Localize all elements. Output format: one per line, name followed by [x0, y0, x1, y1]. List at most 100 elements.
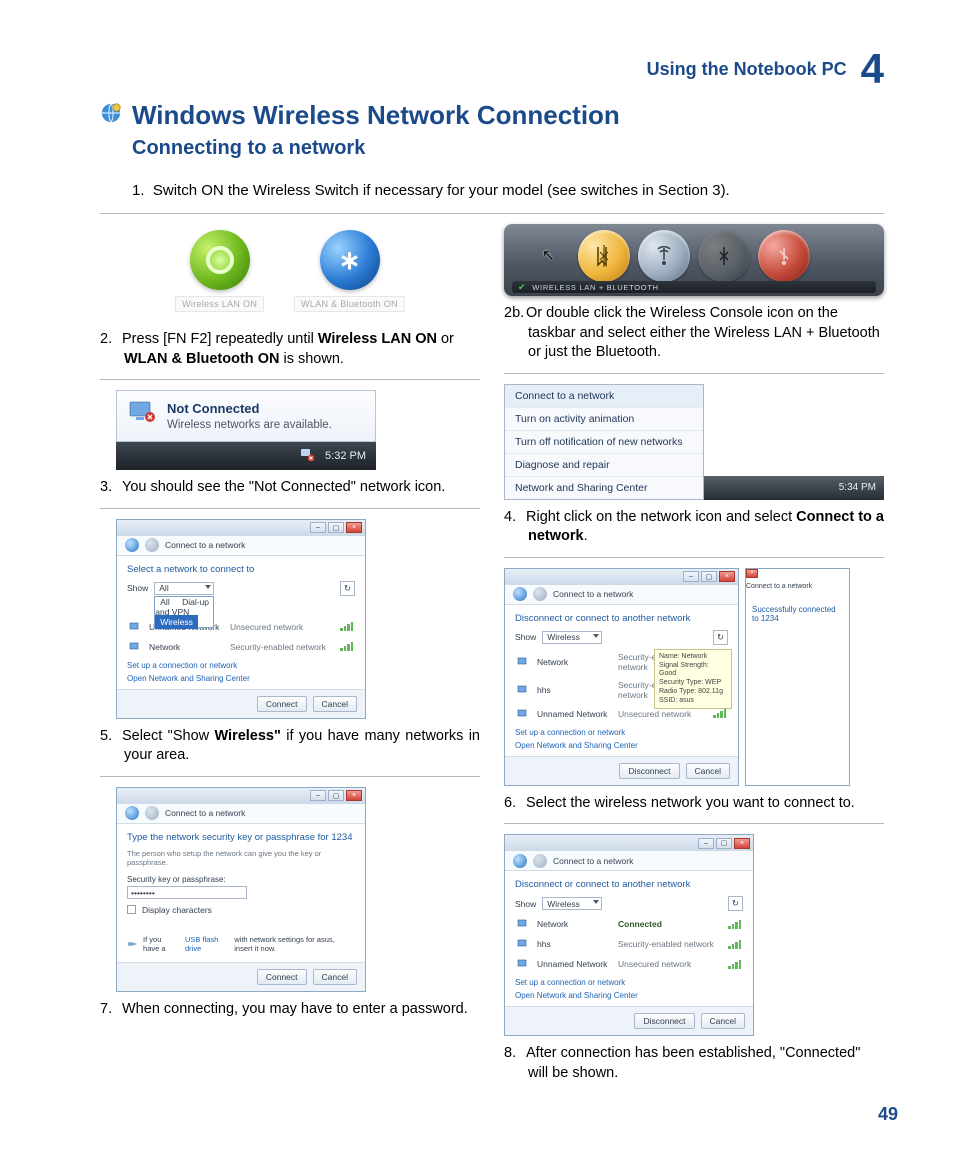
setup-link[interactable]: Set up a connection or network — [515, 728, 728, 737]
divider — [504, 823, 884, 824]
divider — [100, 508, 480, 509]
step-3: 3.You should see the "Not Connected" net… — [100, 478, 480, 498]
osd-wlan-icon[interactable] — [638, 230, 690, 282]
maximize-button[interactable]: ▢ — [328, 522, 344, 533]
menu-item[interactable]: Turn off notification of new networks — [505, 431, 703, 454]
close-button[interactable]: × — [734, 838, 750, 849]
taskbar-time: 5:32 PM — [325, 450, 366, 462]
step-6-graphic: –▢× Connect to a network Disconnect or c… — [504, 568, 884, 786]
wlan-bt-on-badge: ∗ WLAN & Bluetooth ON — [294, 230, 405, 312]
disconnect-button[interactable]: Disconnect — [619, 763, 679, 779]
display-chars-checkbox[interactable] — [127, 905, 136, 914]
section-title: Using the Notebook PC — [647, 59, 847, 80]
step-2b: 2b.Or double click the Wireless Console … — [504, 304, 884, 363]
maximize-button[interactable]: ▢ — [328, 790, 344, 801]
back-icon[interactable] — [513, 854, 527, 868]
sharing-center-link[interactable]: Open Network and Sharing Center — [515, 741, 728, 750]
back-icon[interactable] — [125, 538, 139, 552]
menu-item[interactable]: Turn on activity animation — [505, 408, 703, 431]
tooltip-title: Not Connected — [167, 401, 332, 416]
connect-button[interactable]: Connect — [257, 696, 307, 712]
maximize-button[interactable]: ▢ — [716, 838, 732, 849]
bluetooth-icon: ∗ — [320, 230, 380, 290]
network-tray-icon[interactable] — [300, 447, 315, 465]
step-2-graphic: Wireless LAN ON ∗ WLAN & Bluetooth ON — [100, 224, 480, 322]
step-8-dialog: –▢× Connect to a network Disconnect or c… — [504, 834, 754, 1036]
step-1-text: Switch ON the Wireless Switch if necessa… — [153, 182, 730, 199]
refresh-icon[interactable]: ↻ — [728, 896, 743, 911]
taskbar: 5:32 PM — [116, 442, 376, 470]
osd-off-icon[interactable] — [758, 230, 810, 282]
cursor-icon: ↖ — [542, 246, 555, 264]
close-button[interactable]: × — [746, 569, 758, 578]
sharing-center-link[interactable]: Open Network and Sharing Center — [127, 674, 355, 683]
not-connected-tooltip: Not Connected Wireless networks are avai… — [116, 390, 376, 442]
disconnect-button[interactable]: Disconnect — [634, 1013, 694, 1029]
left-column: Wireless LAN ON ∗ WLAN & Bluetooth ON 2.… — [100, 224, 480, 1094]
wifi-icon — [190, 230, 250, 290]
step-7-dialog: –▢× Connect to a network Type the networ… — [116, 787, 366, 992]
dialog-subtext: The person who setup the network can giv… — [127, 849, 355, 867]
forward-icon[interactable] — [145, 806, 159, 820]
divider — [100, 776, 480, 777]
close-button[interactable]: × — [346, 790, 362, 801]
passphrase-label: Security key or passphrase: — [127, 875, 355, 884]
right-column: ↖ ✔WIRELESS LAN + BLUETOOTH 2b.Or double… — [504, 224, 884, 1094]
page-subtitle: Connecting to a network — [132, 137, 884, 160]
osd-wlan-bt-icon[interactable] — [578, 230, 630, 282]
forward-icon[interactable] — [145, 538, 159, 552]
maximize-button[interactable]: ▢ — [701, 571, 717, 582]
setup-link[interactable]: Set up a connection or network — [515, 978, 743, 987]
step-4-graphic: Connect to a network Turn on activity an… — [504, 384, 884, 500]
passphrase-input[interactable]: •••••••• — [127, 886, 247, 899]
show-dropdown[interactable]: Wireless — [542, 631, 602, 644]
divider — [504, 373, 884, 374]
connect-button[interactable]: Connect — [257, 969, 307, 985]
titlebar: – ▢ × — [117, 520, 365, 536]
minimize-button[interactable]: – — [698, 838, 714, 849]
refresh-icon[interactable]: ↻ — [340, 581, 355, 596]
minimize-button[interactable]: – — [310, 790, 326, 801]
success-msg: Successfully connected to 1234 — [752, 605, 836, 623]
cancel-button[interactable]: Cancel — [701, 1013, 745, 1029]
cancel-button[interactable]: Cancel — [313, 696, 357, 712]
close-button[interactable]: × — [346, 522, 362, 533]
dialog-heading: Disconnect or connect to another network — [515, 613, 728, 624]
page-header: Using the Notebook PC 4 — [100, 48, 884, 90]
network-row[interactable]: Unnamed NetworkUnsecured network — [515, 954, 743, 974]
check-icon: ✔ — [518, 282, 526, 293]
step-8: 8.After connection has been established,… — [504, 1044, 884, 1083]
menu-item[interactable]: Diagnose and repair — [505, 454, 703, 477]
dialog-heading: Disconnect or connect to another network — [515, 879, 743, 890]
cancel-button[interactable]: Cancel — [313, 969, 357, 985]
network-row[interactable]: Network Security-enabled network — [127, 637, 355, 657]
dialog-heading: Type the network security key or passphr… — [127, 832, 355, 843]
step-3-graphic: Not Connected Wireless networks are avai… — [116, 390, 376, 470]
minimize-button[interactable]: – — [310, 522, 326, 533]
dialog-heading: Select a network to connect to — [127, 564, 355, 575]
osd-bt-icon[interactable] — [698, 230, 750, 282]
setup-link[interactable]: Set up a connection or network — [127, 661, 355, 670]
show-dropdown[interactable]: Wireless — [542, 897, 602, 910]
dropdown-item[interactable]: Wireless — [155, 615, 198, 629]
menu-item[interactable]: Network and Sharing Center — [505, 477, 703, 499]
minimize-button[interactable]: – — [683, 571, 699, 582]
sharing-center-link[interactable]: Open Network and Sharing Center — [515, 991, 743, 1000]
close-button[interactable]: × — [719, 571, 735, 582]
back-icon[interactable] — [513, 587, 527, 601]
refresh-icon[interactable]: ↻ — [713, 630, 728, 645]
usb-link[interactable]: USB flash drive — [185, 935, 228, 953]
step-1: 1. Switch ON the Wireless Switch if nece… — [132, 182, 884, 199]
menu-item[interactable]: Connect to a network — [505, 385, 703, 408]
taskbar: 5:34 PM — [704, 476, 884, 500]
display-chars-label: Display characters — [142, 905, 212, 915]
cancel-button[interactable]: Cancel — [686, 763, 730, 779]
network-row[interactable]: NetworkConnected — [515, 914, 743, 934]
back-icon[interactable] — [125, 806, 139, 820]
step-2: 2.Press [FN F2] repeatedly until Wireles… — [100, 330, 480, 369]
forward-icon[interactable] — [533, 854, 547, 868]
page-title: Windows Wireless Network Connection — [132, 100, 620, 131]
show-dropdown[interactable]: All All Dial-up and VPN Wireless — [154, 582, 214, 595]
forward-icon[interactable] — [533, 587, 547, 601]
network-row[interactable]: hhsSecurity-enabled network — [515, 934, 743, 954]
